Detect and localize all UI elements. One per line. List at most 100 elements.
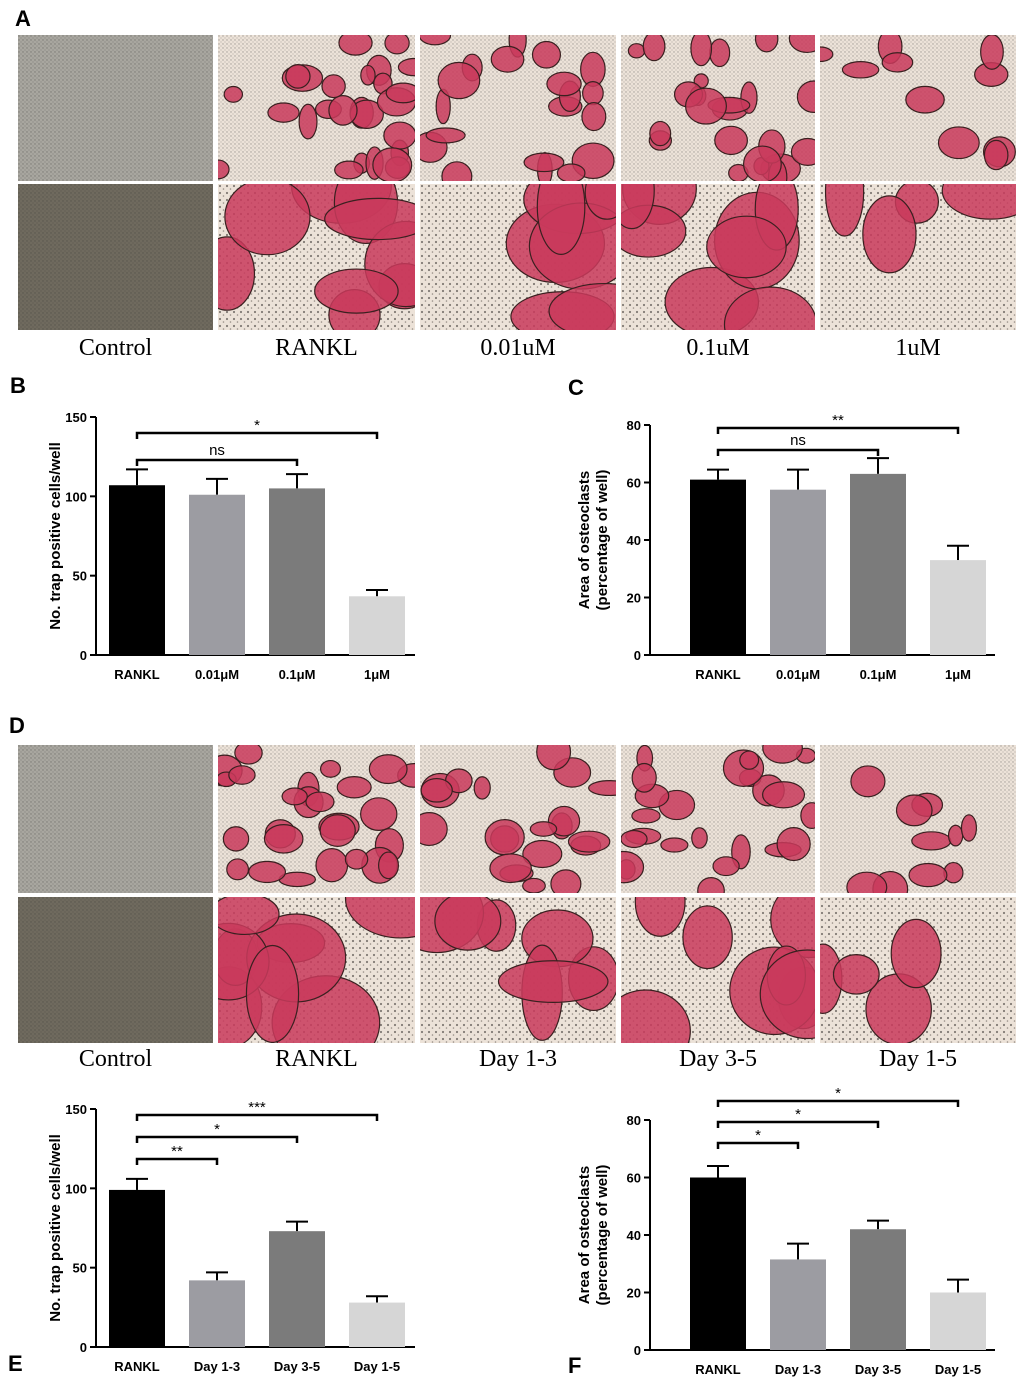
cell	[709, 38, 731, 68]
cell	[697, 877, 725, 893]
cell	[714, 125, 748, 156]
cell	[315, 848, 349, 883]
significance-bracket	[716, 1141, 800, 1149]
bar	[930, 1292, 986, 1350]
cell	[497, 960, 609, 1003]
cell	[484, 819, 525, 856]
significance-bracket	[135, 431, 379, 439]
image-caption: 0.01uM	[480, 335, 555, 361]
x-tick-label: 0.01μM	[195, 667, 239, 682]
micrograph	[218, 897, 415, 1043]
cell	[420, 811, 448, 847]
cell	[328, 95, 358, 126]
cell	[649, 120, 672, 147]
bar	[349, 1302, 405, 1347]
cell	[911, 831, 952, 851]
micrograph	[18, 35, 213, 181]
cell	[905, 85, 945, 114]
cell	[947, 824, 964, 847]
cell	[660, 837, 689, 853]
cell	[960, 814, 978, 842]
significance-bracket	[135, 458, 299, 466]
y-tick-label: 80	[627, 418, 641, 433]
cell	[941, 184, 1016, 220]
cell	[862, 195, 917, 274]
micrograph	[820, 745, 1016, 893]
texture	[18, 184, 213, 330]
cell	[588, 779, 616, 797]
cell	[762, 781, 806, 809]
x-tick-label: RANKL	[695, 1362, 741, 1377]
y-axis-label: No. trap positive cells/well	[47, 442, 64, 630]
significance-label: *	[795, 1106, 801, 1123]
cell	[437, 61, 481, 100]
cell	[684, 87, 727, 125]
cell	[377, 851, 400, 880]
cell	[682, 905, 733, 970]
cell	[226, 858, 250, 881]
cell	[344, 848, 369, 870]
significance-bracket	[716, 448, 880, 456]
cell	[980, 35, 1004, 70]
cell	[754, 35, 779, 53]
cell	[881, 52, 914, 73]
cell	[627, 43, 646, 59]
x-tick-label: 0.01μM	[776, 667, 820, 682]
x-tick-label: 1μM	[945, 667, 971, 682]
cell	[228, 765, 256, 785]
cell	[841, 61, 880, 79]
cell	[529, 821, 558, 837]
cell	[489, 853, 532, 884]
cell	[536, 745, 572, 771]
x-tick-label: Day 3-5	[274, 1359, 320, 1374]
micrograph	[218, 745, 415, 893]
cell	[832, 954, 880, 995]
cell	[360, 797, 398, 831]
x-tick-label: 0.1μM	[860, 667, 897, 682]
y-axis-label: Area of osteoclasts	[576, 471, 593, 609]
micrograph	[18, 184, 213, 330]
cell	[800, 802, 815, 830]
cell	[621, 829, 648, 849]
cell	[550, 869, 582, 893]
cell	[762, 745, 803, 764]
cell	[321, 74, 346, 99]
cell	[706, 215, 787, 279]
y-axis-label: No. trap positive cells/well	[47, 1134, 64, 1322]
x-tick-label: Day 1-3	[194, 1359, 240, 1374]
cell	[790, 137, 815, 166]
cell	[824, 184, 865, 237]
cell	[218, 897, 280, 936]
cell	[285, 64, 311, 89]
x-tick-label: Day 1-5	[935, 1362, 981, 1377]
significance-label: *	[755, 1127, 761, 1144]
cell	[548, 282, 616, 330]
cell	[336, 776, 372, 799]
cell	[267, 102, 300, 123]
cell	[360, 64, 376, 86]
micrograph	[18, 745, 213, 893]
image-caption: 1uM	[895, 335, 940, 361]
image-caption: Day 1-3	[479, 1046, 557, 1072]
cell	[536, 184, 586, 255]
cell	[523, 152, 565, 173]
cell	[584, 184, 616, 220]
texture	[18, 35, 213, 181]
significance-label: **	[832, 412, 844, 429]
cell	[434, 897, 502, 951]
cell	[739, 750, 760, 770]
cell	[759, 949, 815, 1040]
cell	[634, 897, 686, 937]
cell	[522, 877, 546, 893]
y-tick-label: 60	[627, 1171, 641, 1186]
cell	[712, 856, 740, 877]
significance-bracket	[135, 1157, 219, 1165]
cell	[642, 35, 666, 62]
x-tick-label: Day 1-5	[354, 1359, 400, 1374]
y-tick-label: 100	[65, 489, 87, 504]
cell	[473, 776, 491, 800]
cell	[690, 35, 713, 67]
y-tick-label: 80	[627, 1113, 641, 1128]
panel-label: E	[8, 1351, 23, 1376]
cell	[248, 860, 287, 884]
